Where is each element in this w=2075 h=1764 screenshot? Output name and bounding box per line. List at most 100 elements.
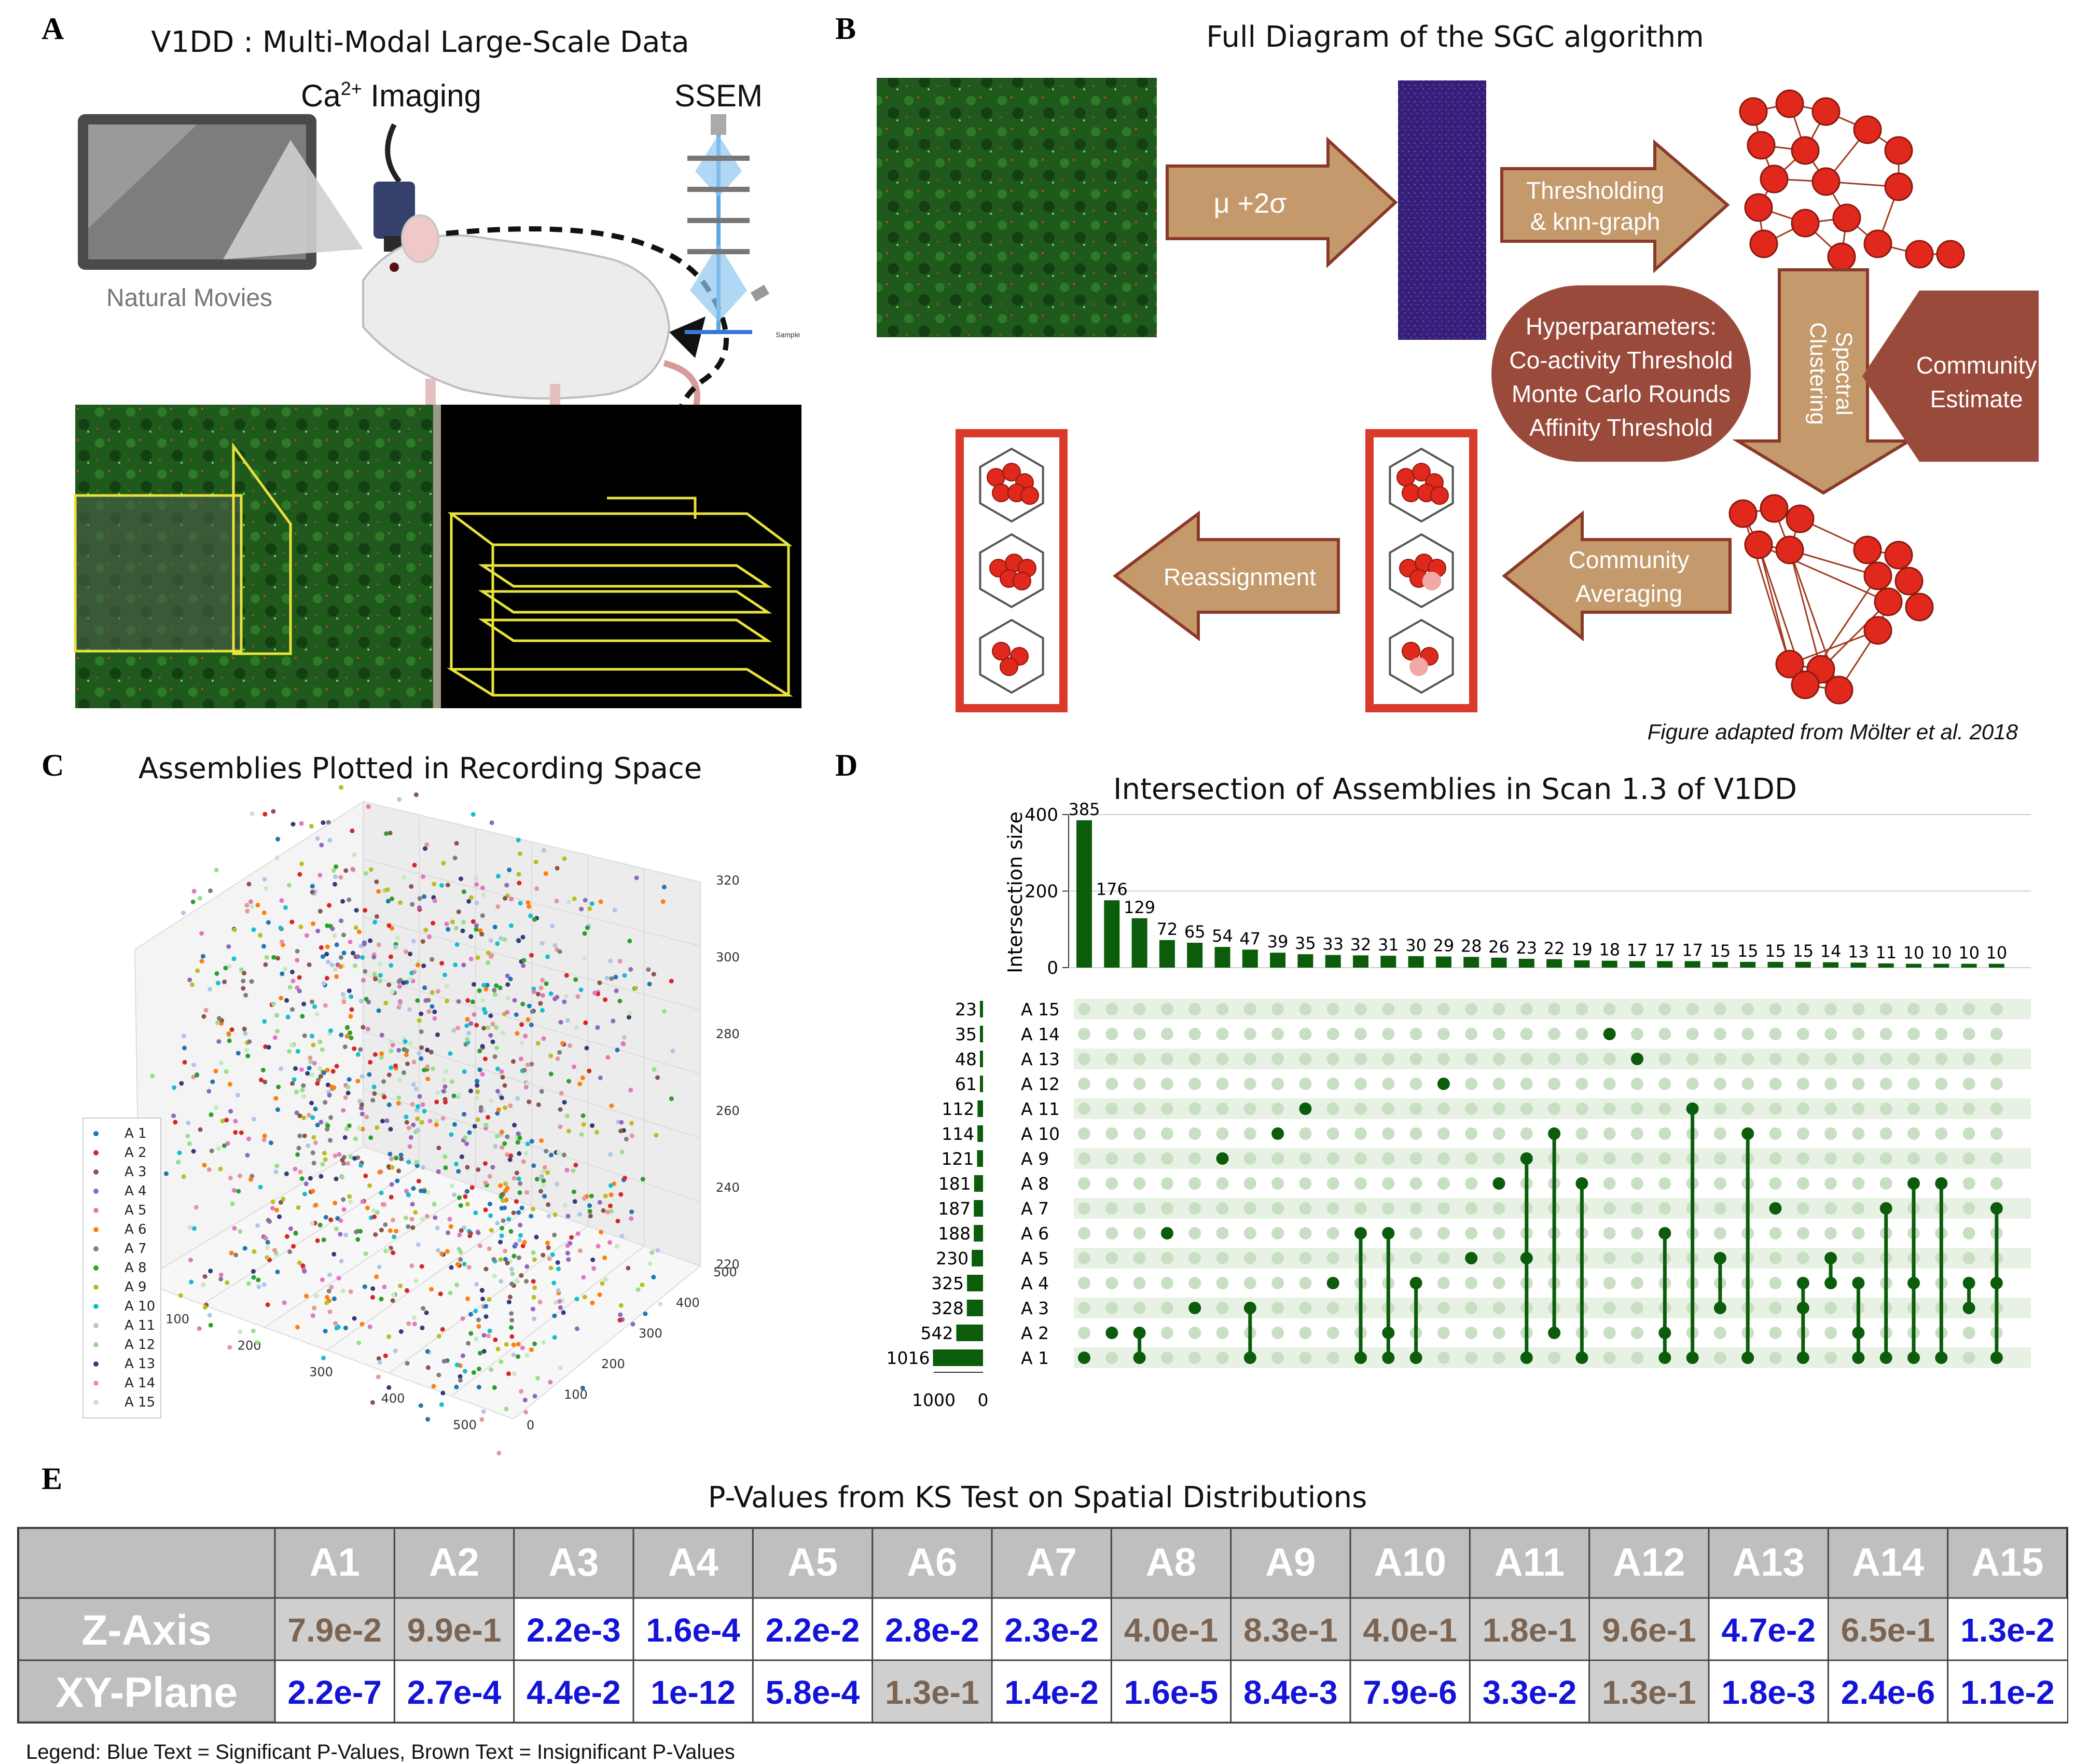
scatter-point	[479, 1417, 485, 1422]
scatter-point	[443, 1069, 448, 1074]
scatter-point	[321, 820, 326, 825]
scatter-point	[320, 1162, 325, 1167]
scatter-point	[480, 1297, 485, 1302]
scatter-point	[342, 1044, 348, 1050]
scatter-point	[552, 943, 558, 948]
column-header: A8	[1146, 1540, 1196, 1584]
scatter-point	[348, 1289, 353, 1294]
matrix-dot	[1796, 1152, 1809, 1165]
matrix-dot	[1271, 1102, 1284, 1115]
matrix-dot	[1299, 1127, 1312, 1140]
scatter-point	[262, 877, 267, 882]
knn-node	[1811, 167, 1841, 196]
scatter-point	[325, 1068, 330, 1073]
scatter-point	[376, 942, 381, 947]
scatter-point	[382, 1284, 387, 1289]
matrix-dot	[1879, 1127, 1892, 1140]
scatter-point	[200, 954, 205, 959]
scatter-point	[300, 1263, 306, 1269]
matrix-dot	[1713, 1327, 1726, 1339]
scatter-point	[386, 923, 392, 928]
scatter-point	[310, 1072, 314, 1078]
scatter-point	[473, 1308, 478, 1314]
scatter-point	[575, 1231, 580, 1236]
scatter-point	[224, 1118, 229, 1123]
scatter-point	[476, 1230, 481, 1235]
scatter-point	[293, 1166, 298, 1172]
matrix-dot	[1658, 1053, 1671, 1065]
intersection-value: 15	[1765, 941, 1786, 961]
scatter-point	[302, 1033, 307, 1038]
scatter-point	[562, 999, 567, 1004]
scatter-point	[247, 1039, 252, 1044]
scatter-point	[311, 1135, 316, 1140]
scatter-point	[562, 856, 567, 861]
scatter-point	[530, 1009, 535, 1014]
scatter-point	[225, 1141, 230, 1146]
scatter-point	[486, 960, 490, 966]
matrix-dot	[1492, 1227, 1505, 1239]
scatter-point	[583, 1020, 588, 1025]
legend-entry: A 10	[125, 1299, 155, 1314]
scatter-point	[524, 1084, 529, 1090]
scatter-point	[477, 988, 482, 993]
matrix-dot	[1962, 1003, 1975, 1015]
scatter-point	[177, 1150, 182, 1155]
scatter-point	[298, 1169, 303, 1175]
scatter-point	[233, 1252, 239, 1258]
matrix-dot	[1603, 1277, 1616, 1289]
scatter-point	[495, 874, 501, 879]
scatter-point	[499, 1194, 504, 1199]
scatter-point	[503, 896, 507, 901]
scatter-point	[377, 1264, 382, 1270]
scatter-point	[390, 926, 394, 931]
set-name-label: A 4	[1021, 1273, 1049, 1293]
scatter-point	[524, 1190, 530, 1195]
matrix-dot	[1160, 1003, 1173, 1015]
matrix-dot	[1382, 1152, 1395, 1165]
scatter-point	[270, 1200, 275, 1204]
scatter-point	[252, 1249, 257, 1254]
scatter-point	[515, 1279, 520, 1284]
scatter-point	[499, 1069, 504, 1074]
matrix-dot	[1631, 1202, 1643, 1215]
scatter-point	[389, 1156, 394, 1162]
matrix-dot	[1243, 1078, 1256, 1090]
scatter-point	[443, 1099, 448, 1105]
matrix-dot	[1409, 1003, 1422, 1015]
scatter-point	[434, 1119, 439, 1124]
matrix-dot	[1326, 1352, 1339, 1364]
scatter-point	[574, 1025, 579, 1030]
scatter-point	[546, 1214, 551, 1219]
scatter-point	[343, 868, 349, 873]
scatter-point	[358, 1229, 363, 1234]
matrix-dot	[1078, 1102, 1090, 1115]
set-size-label: 35	[955, 1024, 977, 1044]
scatter-point	[373, 1232, 378, 1237]
scatter-point	[492, 925, 497, 930]
scatter-point	[465, 1296, 471, 1301]
scatter-point	[467, 1130, 472, 1135]
scatter-point	[375, 1210, 380, 1215]
matrix-dot	[1603, 1352, 1616, 1364]
matrix-dot	[1326, 1227, 1339, 1239]
intersection-bar	[1242, 949, 1258, 968]
matrix-dot	[1962, 1327, 1975, 1339]
scatter-point	[287, 1249, 293, 1255]
scatter-point	[332, 933, 337, 938]
matrix-dot	[1962, 1127, 1975, 1140]
matrix-dot	[1160, 1252, 1173, 1264]
scatter-point	[555, 1181, 559, 1187]
scatter-point	[300, 1087, 305, 1093]
scatter-point	[202, 1274, 208, 1279]
spectral-label-2: Clustering	[1805, 322, 1831, 425]
intersection-bar	[1076, 820, 1092, 968]
scatter-point	[364, 997, 369, 1002]
scatter-point	[297, 1133, 302, 1138]
scatter-point	[516, 1210, 521, 1215]
scatter-point	[605, 1055, 611, 1060]
legend-marker	[93, 1361, 99, 1367]
column-header: A9	[1265, 1540, 1316, 1584]
scatter-point	[250, 811, 255, 817]
p-value-cell: 1.3e-1	[1602, 1674, 1696, 1711]
